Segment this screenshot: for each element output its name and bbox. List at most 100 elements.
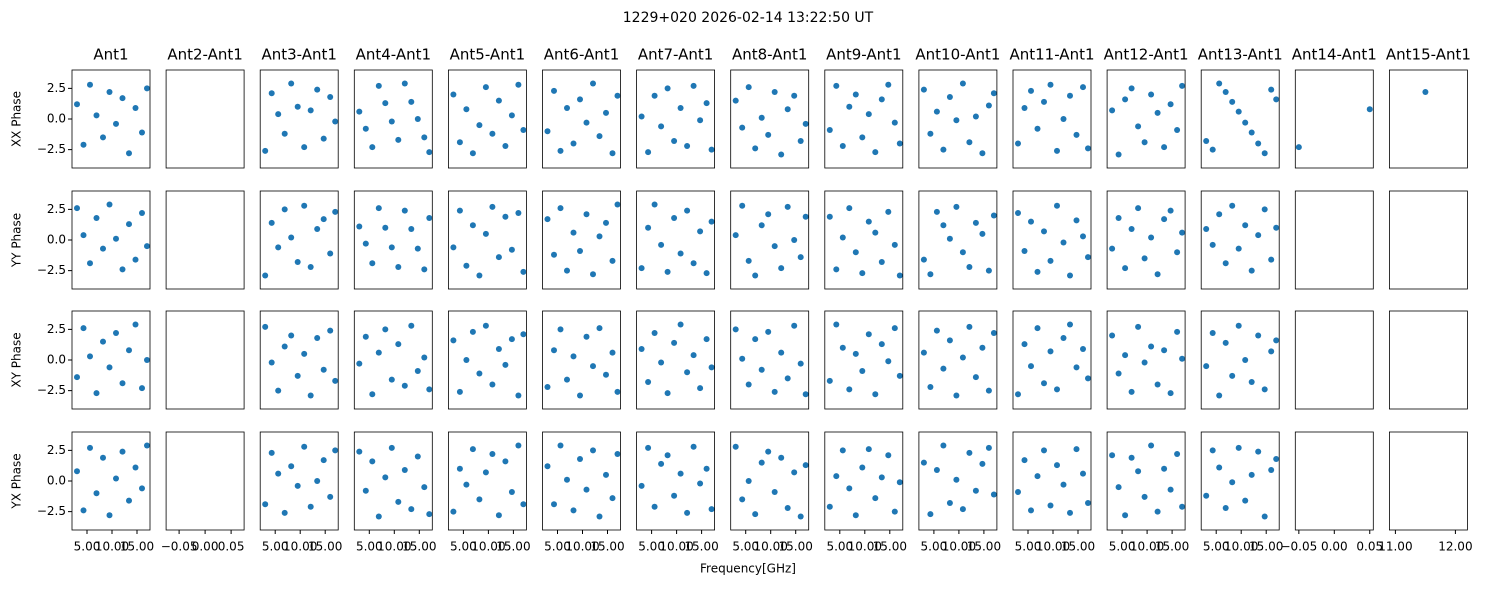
- point: [1115, 151, 1122, 158]
- point: [74, 468, 80, 475]
- point: [752, 511, 759, 518]
- point: [482, 469, 489, 476]
- point: [502, 213, 509, 220]
- point: [671, 138, 678, 145]
- point: [638, 482, 645, 489]
- panel-frame: [447, 431, 527, 531]
- point: [551, 87, 557, 94]
- y-tick-label: 2.5: [47, 322, 66, 336]
- panel-frame: [730, 69, 810, 169]
- point: [1174, 328, 1181, 335]
- point: [985, 444, 992, 451]
- point: [520, 331, 527, 338]
- point: [972, 374, 979, 381]
- point: [1422, 89, 1429, 96]
- point: [732, 232, 739, 239]
- point: [1115, 484, 1122, 491]
- point: [891, 325, 898, 332]
- x-tick-label: 11.00: [1378, 540, 1412, 554]
- point: [927, 130, 934, 137]
- point: [482, 230, 489, 237]
- panel-frame: [1389, 310, 1468, 410]
- x-tick-label: 15.00: [120, 540, 154, 554]
- column-title: Ant4-Ant1: [356, 46, 431, 64]
- point: [113, 235, 119, 242]
- x-tick-label: 10.00: [754, 540, 788, 554]
- point: [126, 221, 132, 228]
- point: [859, 270, 866, 277]
- point: [609, 257, 616, 264]
- point: [985, 387, 992, 394]
- point: [1122, 96, 1129, 103]
- point: [1222, 339, 1229, 346]
- point: [113, 120, 119, 127]
- point: [732, 443, 739, 450]
- point: [570, 229, 577, 236]
- point: [739, 124, 746, 131]
- panel-frame: [918, 431, 998, 531]
- point: [515, 392, 522, 399]
- x-tick-label: 5.00: [638, 540, 665, 554]
- point: [765, 448, 772, 455]
- point: [614, 92, 621, 99]
- point: [456, 388, 463, 395]
- point: [281, 206, 288, 213]
- point: [690, 352, 697, 359]
- point: [544, 216, 551, 223]
- point: [382, 474, 389, 481]
- panel-frame: [542, 190, 621, 290]
- point: [426, 386, 433, 393]
- point: [651, 503, 658, 510]
- point: [872, 229, 879, 236]
- point: [972, 113, 979, 120]
- point: [784, 375, 791, 382]
- point: [508, 246, 515, 253]
- point: [885, 81, 892, 88]
- point: [268, 219, 275, 226]
- point: [369, 144, 376, 151]
- point: [119, 448, 126, 455]
- panel-frame: [1294, 190, 1374, 290]
- point: [414, 245, 421, 252]
- point: [872, 391, 879, 398]
- column-title: Ant15-Ant1: [1386, 46, 1471, 64]
- point: [990, 212, 997, 219]
- point: [933, 466, 940, 473]
- point: [106, 364, 113, 371]
- point: [583, 119, 590, 126]
- point: [520, 127, 527, 134]
- point: [703, 465, 710, 472]
- point: [859, 464, 866, 471]
- point: [1109, 245, 1116, 252]
- point: [966, 139, 973, 146]
- point: [320, 135, 327, 142]
- point: [469, 150, 476, 157]
- point: [1122, 352, 1129, 359]
- column-title: Ant5-Ant1: [450, 46, 525, 64]
- point: [1261, 386, 1268, 393]
- point: [275, 470, 282, 477]
- point: [1161, 465, 1168, 472]
- point: [966, 263, 973, 270]
- point: [74, 205, 80, 212]
- chart-title: 1229+020 2026-02-14 13:22:50 UT: [623, 10, 874, 26]
- panel-frame: [824, 310, 904, 410]
- point: [515, 210, 522, 217]
- point: [564, 267, 570, 274]
- point: [450, 337, 457, 344]
- point: [139, 485, 145, 492]
- point: [658, 460, 665, 467]
- point: [1054, 147, 1060, 154]
- point: [1041, 228, 1047, 235]
- point: [1235, 108, 1242, 115]
- point: [990, 90, 997, 97]
- point: [262, 147, 269, 154]
- point: [544, 383, 551, 390]
- point: [1179, 82, 1186, 89]
- x-tick-label: 0.00: [192, 540, 219, 554]
- panel-frame: [636, 190, 715, 290]
- point: [301, 202, 308, 209]
- point: [1248, 129, 1255, 136]
- point: [684, 207, 691, 214]
- point: [489, 203, 496, 210]
